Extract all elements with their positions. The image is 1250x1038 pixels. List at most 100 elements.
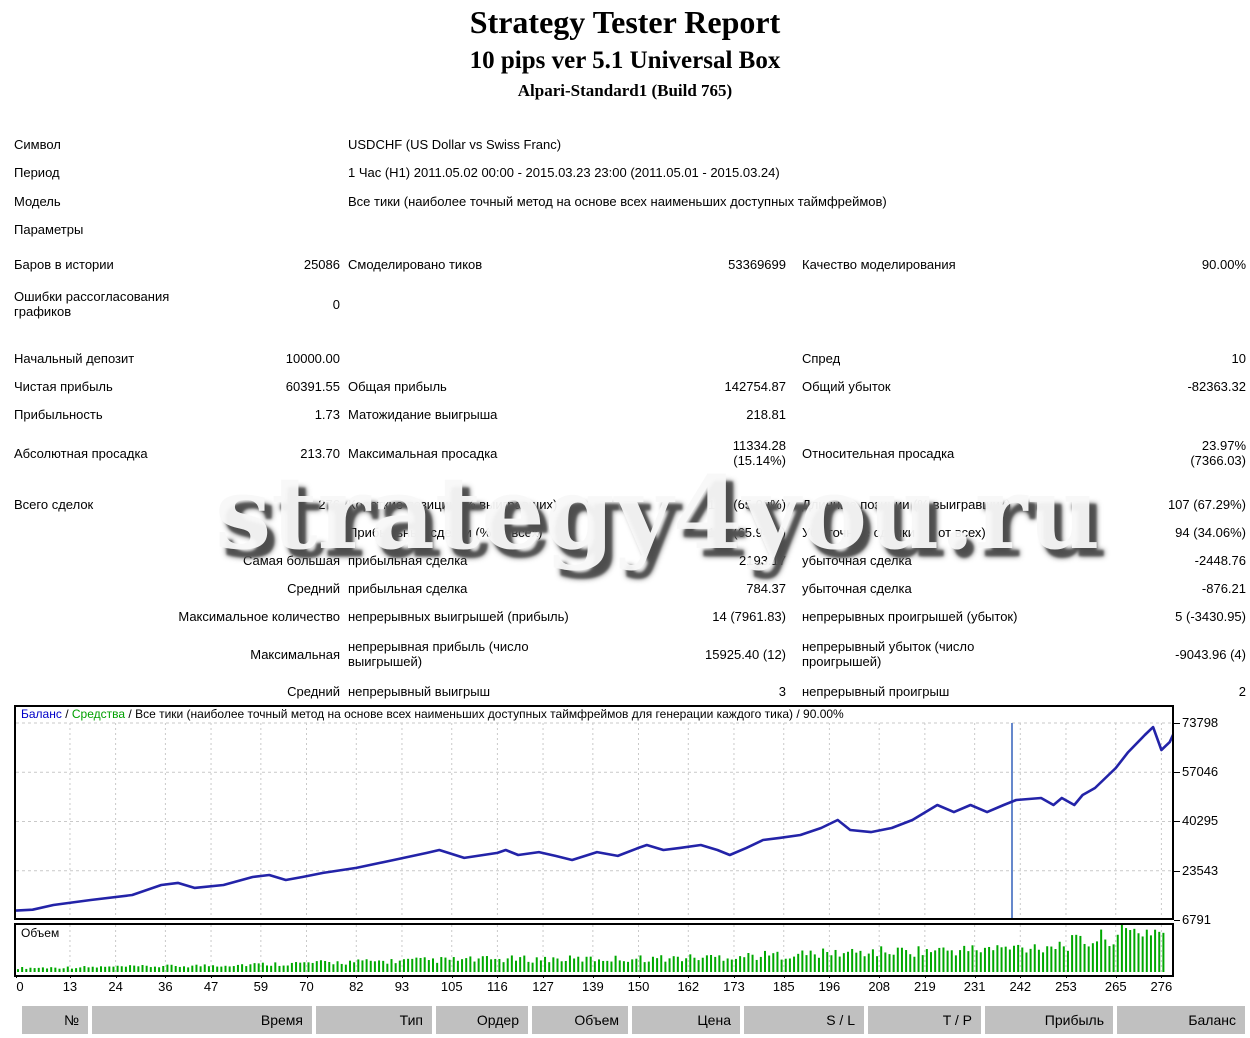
stat-value: 53369699 <box>728 256 786 272</box>
test-parameters: Символ USDCHF (US Dollar vs Swiss Franc) П… <box>0 130 1250 244</box>
stat-value: 94 (34.06%) <box>1175 524 1246 540</box>
report-title: Strategy Tester Report <box>469 4 781 40</box>
stat-label: непрерывных выигрышей (прибыль) <box>348 608 569 624</box>
x-axis-tick <box>1020 975 1022 978</box>
stat-label: Ошибки рассогласования графиков <box>14 289 170 319</box>
volume-pane-label: Объем <box>21 926 60 940</box>
x-axis-label: 173 <box>723 979 745 994</box>
stat-value: 90.00% <box>1201 256 1246 272</box>
stat-row: Ошибки рассогласования графиков 0 <box>0 278 1250 330</box>
stat-label: Абсолютная просадка <box>14 445 148 461</box>
x-axis-label: 105 <box>440 979 463 994</box>
stat-value: 2193.17 <box>739 552 786 568</box>
stat-label: Короткие позиции (% выигравших) <box>348 496 558 512</box>
x-axis-label: 162 <box>677 979 700 994</box>
x-axis-tick <box>165 975 167 978</box>
stat-value: 169 (65.09%) <box>707 496 786 512</box>
stat-value: 5 (-3430.95) <box>1175 608 1246 624</box>
stat-value: -876.21 <box>1201 580 1246 596</box>
stat-label: Общая прибыль <box>348 378 447 394</box>
stat-label: Относительная просадка <box>802 445 955 461</box>
stat-value: 784.37 <box>746 580 786 596</box>
x-axis-label: 24 <box>108 979 123 994</box>
expert-name: 10 pips ver 5.1 Universal Box <box>469 47 781 74</box>
stat-label: непрерывный убыток (число проигрышей) <box>802 639 975 669</box>
x-axis-tick <box>401 975 403 978</box>
stat-label: Начальный депозит <box>14 350 135 366</box>
parameter-row: Период 1 Час (H1) 2011.05.02 00:00 - 2015… <box>0 159 1250 188</box>
x-axis-label: 231 <box>963 979 986 994</box>
trades-header-cell: S / L <box>744 1006 864 1034</box>
volume-chart: Объем <box>14 923 1174 977</box>
trades-header-cell: Баланс <box>1117 1006 1245 1034</box>
stat-label: Качество моделирования <box>802 256 956 272</box>
x-axis-label: 0 <box>16 979 24 994</box>
parameter-label: Параметры <box>14 222 84 238</box>
stat-label: Матожидание выигрыша <box>348 406 498 422</box>
stat-row-label: Средний <box>287 580 340 596</box>
stat-value: -82363.32 <box>1187 378 1246 394</box>
legend-description: Все тики (наиболее точный метод на основ… <box>135 707 793 721</box>
x-axis-tick <box>356 975 358 978</box>
stat-label: прибыльная сделка <box>348 552 468 568</box>
legend-separator: / <box>125 707 136 721</box>
x-axis-tick <box>638 975 640 978</box>
trades-header-cell: Время <box>92 1006 312 1034</box>
x-axis-label: 265 <box>1104 979 1127 994</box>
stat-value: 0 <box>332 296 340 312</box>
x-axis-label: 196 <box>818 979 841 994</box>
x-axis-label: 253 <box>1055 979 1077 994</box>
x-axis-tick <box>211 975 213 978</box>
y-axis-tick <box>1174 723 1180 724</box>
x-axis-label: 242 <box>1009 979 1032 994</box>
x-axis-label: 116 <box>487 979 508 994</box>
stat-value: 15925.40 (12) <box>705 646 786 662</box>
y-axis-label: 40295 <box>1182 813 1219 829</box>
balance-chart: Баланс / Средства / Все тики (наиболее т… <box>14 705 1176 920</box>
x-axis-label: 150 <box>627 979 650 994</box>
legend-separator: / <box>61 707 72 721</box>
stat-label: Всего сделок <box>14 496 94 512</box>
x-axis-tick <box>1161 975 1163 978</box>
stat-row: Прибыльность 1.73 Матожидание выигрыша 218.… <box>0 400 1250 428</box>
x-axis-tick <box>879 975 881 978</box>
stat-value: 23.97% (7366.03) <box>1190 438 1246 468</box>
stat-label: Спред <box>802 350 841 366</box>
x-axis-tick <box>974 975 976 978</box>
stat-value: 1.73 <box>314 406 340 422</box>
legend-quality: 90.00% <box>803 707 844 721</box>
stat-value: 142754.87 <box>724 378 786 394</box>
stat-value: 276 <box>318 496 340 512</box>
stat-row-label: Максимальная <box>250 646 340 662</box>
stat-label: непрерывных проигрышей (убыток) <box>802 608 1018 624</box>
x-axis-label: 70 <box>299 979 314 994</box>
x-axis-label: 219 <box>913 979 936 994</box>
x-axis-tick <box>733 975 735 978</box>
trades-header-cell: Ордер <box>436 1006 528 1034</box>
stat-label: Прибыльные сделки (% от всех) <box>348 524 543 540</box>
parameter-label: Период <box>14 165 60 181</box>
stat-label: непрерывный выигрыш <box>348 683 491 699</box>
stat-value: 10000.00 <box>285 350 340 366</box>
stat-label: Баров в истории <box>14 256 114 272</box>
stat-value: 3 <box>778 683 786 699</box>
trades-header-cell: Тип <box>316 1006 432 1034</box>
stat-label: непрерывная прибыль (число выигрышей) <box>348 639 529 669</box>
x-axis-tick <box>592 975 594 978</box>
y-axis-label: 57046 <box>1182 764 1219 780</box>
stat-label: Максимальная просадка <box>348 445 498 461</box>
stat-label: убыточная сделка <box>802 580 912 596</box>
server-build: Alpari-Standard1 (Build 765) <box>517 81 733 100</box>
x-axis-label: 82 <box>349 979 364 994</box>
stat-value: -9043.96 (4) <box>1175 646 1246 662</box>
x-axis-tick <box>829 975 831 978</box>
x-axis-label: 13 <box>62 979 78 994</box>
x-axis-label: 93 <box>394 979 410 994</box>
parameter-label: Модель <box>14 193 61 209</box>
stat-value: 11334.28 (15.14%) <box>732 438 786 468</box>
legend-balance-label: Баланс <box>21 707 62 721</box>
x-axis-tick <box>783 975 785 978</box>
y-axis-tick <box>1174 772 1180 774</box>
x-axis-tick <box>69 975 71 978</box>
